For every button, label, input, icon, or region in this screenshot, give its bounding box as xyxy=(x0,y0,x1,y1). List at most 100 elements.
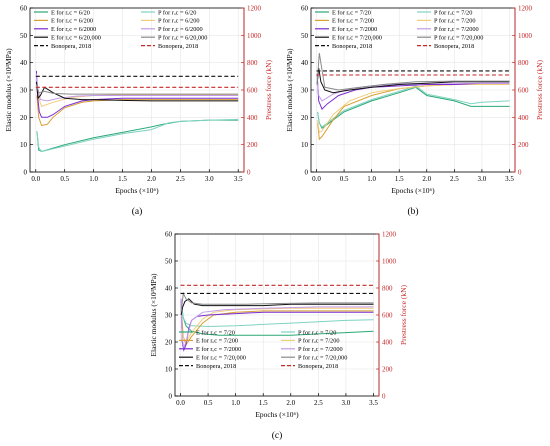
x-tick-label: 3.5 xyxy=(369,399,378,407)
y-right-tick-label: 1200 xyxy=(382,231,397,239)
y-right-tick-label: 1000 xyxy=(382,258,397,266)
y-left-tick-label: 0 xyxy=(24,169,28,177)
legend-label: P for rₒc = 6/2000 xyxy=(158,26,203,33)
panel-label: (a) xyxy=(132,206,143,217)
y-right-tick-label: 600 xyxy=(382,312,393,320)
y-left-tick-label: 10 xyxy=(301,141,309,149)
series-line xyxy=(35,70,239,118)
x-tick-label: 2.5 xyxy=(176,175,185,183)
y-left-tick-label: 10 xyxy=(20,141,28,149)
legend-label: P for rₒc = 7/2000 xyxy=(434,26,479,33)
y-right-tick-label: 200 xyxy=(518,141,529,149)
x-tick-label: 1.5 xyxy=(118,175,127,183)
series-line xyxy=(36,95,239,127)
legend-label: E for rₒc = 6/20,000 xyxy=(51,35,101,42)
series-line xyxy=(35,73,239,102)
y-right-tick-label: 600 xyxy=(247,87,258,95)
y-right-axis-label: Prestress force (kN) xyxy=(535,60,544,120)
x-tick-label: 2.0 xyxy=(147,175,156,183)
legend-label: Bonopera, 2018 xyxy=(158,43,198,50)
y-right-tick-label: 0 xyxy=(382,393,386,401)
x-tick-label: 0.0 xyxy=(312,175,321,183)
y-left-tick-label: 20 xyxy=(20,114,28,122)
panel-label: (b) xyxy=(407,206,418,217)
legend-label: E for rₒc = 7/2000 xyxy=(332,26,377,33)
y-left-tick-label: 0 xyxy=(169,393,173,401)
x-tick-label: 1.5 xyxy=(395,175,404,183)
x-tick-label: 3.0 xyxy=(342,399,351,407)
y-left-tick-label: 20 xyxy=(301,114,309,122)
legend-label: P for rₒc = 7/20,000 xyxy=(298,355,347,362)
legend-label: E for rₒc = 6/20 xyxy=(51,9,90,16)
x-tick-label: 3.0 xyxy=(478,175,487,183)
y-right-tick-label: 200 xyxy=(247,141,258,149)
x-tick-label: 0.5 xyxy=(60,175,69,183)
y-left-tick-label: 50 xyxy=(165,258,173,266)
legend-label: P for rₒc = 7/20 xyxy=(298,329,336,336)
y-right-tick-label: 0 xyxy=(518,169,522,177)
series-line xyxy=(317,86,510,130)
y-right-axis-label: Prestress force (kN) xyxy=(264,60,273,120)
x-tick-label: 1.0 xyxy=(89,175,98,183)
series-line xyxy=(36,118,239,153)
y-right-tick-label: 400 xyxy=(247,114,258,122)
y-left-tick-label: 20 xyxy=(165,339,173,347)
y-left-tick-label: 60 xyxy=(165,231,173,239)
y-right-tick-label: 800 xyxy=(247,59,258,67)
series-line xyxy=(316,53,510,91)
legend-label: P for rₒc = 7/2000 xyxy=(298,346,343,353)
y-left-tick-label: 30 xyxy=(301,87,309,95)
y-left-axis-label: Elastic modulus (×10³MPa) xyxy=(4,48,13,132)
y-left-tick-label: 0 xyxy=(305,169,309,177)
x-tick-label: 2.0 xyxy=(422,175,431,183)
series-line xyxy=(180,291,374,313)
y-right-tick-label: 600 xyxy=(518,87,529,95)
legend-label: E for rₒc = 6/200 xyxy=(51,18,93,25)
y-left-tick-label: 60 xyxy=(20,5,28,13)
panel-label: (c) xyxy=(272,430,283,441)
series-line xyxy=(181,306,374,336)
y-left-tick-label: 10 xyxy=(165,366,173,374)
x-tick-label: 1.0 xyxy=(231,399,240,407)
y-left-tick-label: 50 xyxy=(301,32,309,40)
legend-label: E for rₒc = 6/2000 xyxy=(51,26,96,33)
x-axis-label: Epochs (×10⁶) xyxy=(115,186,159,195)
legend-label: P for rₒc = 6/200 xyxy=(158,18,200,25)
y-right-tick-label: 800 xyxy=(382,285,393,293)
series-line xyxy=(36,83,239,108)
x-tick-label: 3.0 xyxy=(205,175,214,183)
series-line xyxy=(316,68,510,94)
legend-label: E for rₒc = 7/20 xyxy=(332,9,371,16)
series-line xyxy=(181,309,374,328)
legend-label: Bonopera, 2018 xyxy=(298,363,338,370)
legend-label: Bonopera, 2018 xyxy=(196,363,236,370)
series-line xyxy=(180,298,374,350)
y-right-tick-label: 1000 xyxy=(518,32,533,40)
legend-label: E for rₒc = 7/2000 xyxy=(196,346,241,353)
y-left-tick-label: 40 xyxy=(20,59,28,67)
x-axis-label: Epochs (×10⁶) xyxy=(391,186,435,195)
x-axis-label: Epochs (×10⁶) xyxy=(255,410,299,419)
y-left-tick-label: 40 xyxy=(165,285,173,293)
y-right-tick-label: 800 xyxy=(518,59,529,67)
series-line xyxy=(317,85,510,128)
y-left-tick-label: 40 xyxy=(301,59,309,67)
x-tick-label: 3.5 xyxy=(505,175,514,183)
x-tick-label: 3.5 xyxy=(234,175,243,183)
x-tick-label: 2.0 xyxy=(286,399,295,407)
x-tick-label: 1.0 xyxy=(367,175,376,183)
y-right-tick-label: 1200 xyxy=(247,5,262,13)
series-line xyxy=(36,119,239,153)
x-tick-label: 1.5 xyxy=(259,399,268,407)
legend-label: Bonopera, 2018 xyxy=(332,43,372,50)
y-right-tick-label: 400 xyxy=(382,339,393,347)
x-tick-label: 2.5 xyxy=(450,175,459,183)
series-line xyxy=(181,307,374,344)
legend-label: P for rₒc = 6/20,000 xyxy=(158,35,207,42)
y-right-tick-label: 0 xyxy=(247,169,251,177)
y-left-axis-label: Elastic modulus (×10³MPa) xyxy=(285,48,294,132)
